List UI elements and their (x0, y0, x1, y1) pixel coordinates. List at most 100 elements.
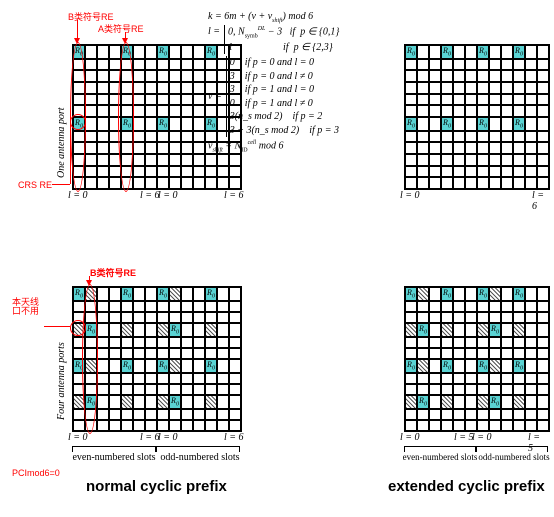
grid-cell (477, 59, 489, 71)
grid-cell (229, 348, 241, 359)
grid-cell (477, 154, 489, 166)
grid-cell (169, 287, 181, 301)
axis-l0-br: l = 0 (400, 432, 420, 443)
grid-cell (477, 94, 489, 106)
grid-one-antenna-extended: R0R0R0R0R0R0R0R0 (404, 44, 550, 190)
formula-v-row: 3 if p = 0 and l ≠ 0 (230, 70, 339, 84)
grid-cell (489, 384, 501, 395)
grid-cell (501, 177, 513, 189)
grid-cell (429, 117, 441, 131)
grid-cell (205, 373, 217, 384)
grid-cell: R0 (205, 287, 217, 301)
grid-cell (85, 142, 97, 154)
grid-cell (405, 166, 417, 178)
red-circle-notused (70, 320, 86, 336)
grid-cell (181, 359, 193, 373)
grid-cell (193, 384, 205, 395)
grid-cell (145, 94, 157, 106)
grid-cell (501, 323, 513, 337)
grid-cell (429, 131, 441, 143)
grid-cell (97, 105, 109, 117)
grid-cell (217, 348, 229, 359)
grid-cell (417, 177, 429, 189)
grid-cell (453, 105, 465, 117)
grid-cell (429, 395, 441, 409)
grid-cell (453, 301, 465, 312)
grid-cell (181, 337, 193, 348)
grid-cell (501, 45, 513, 59)
grid-cell (193, 177, 205, 189)
grid-cell (229, 373, 241, 384)
grid-cell (537, 409, 549, 420)
grid-cell (513, 94, 525, 106)
grid-cell (133, 384, 145, 395)
grid-cell (193, 154, 205, 166)
grid-cell (217, 409, 229, 420)
grid-cell (441, 395, 453, 409)
grid-cell (465, 323, 477, 337)
grid-cell (193, 287, 205, 301)
grid-cell (121, 373, 133, 384)
grid-cell (133, 409, 145, 420)
grid-cell: R0 (477, 287, 489, 301)
grid-cell (205, 420, 217, 431)
grid-cell (133, 70, 145, 82)
grid-cell (169, 94, 181, 106)
grid-cell (489, 287, 501, 301)
grid-cell (453, 166, 465, 178)
grid-cell (109, 337, 121, 348)
grid-cell (193, 70, 205, 82)
grid-cell (205, 323, 217, 337)
grid-cell (525, 142, 537, 154)
grid-cell: R0 (169, 323, 181, 337)
grid-cell (97, 287, 109, 301)
grid-cell (465, 384, 477, 395)
grid-cell (145, 409, 157, 420)
grid-cell (537, 177, 549, 189)
grid-cell (145, 45, 157, 59)
grid-cell (429, 287, 441, 301)
grid-cell (229, 312, 241, 323)
grid-cell (537, 373, 549, 384)
grid-cell (229, 420, 241, 431)
grid-cell (465, 348, 477, 359)
grid-cell: R0 (157, 117, 169, 131)
grid-cell (453, 348, 465, 359)
grid-cell (465, 70, 477, 82)
grid-cell (97, 337, 109, 348)
grid-cell (465, 409, 477, 420)
grid-cell (513, 323, 525, 337)
grid-cell (133, 154, 145, 166)
grid-cell (453, 359, 465, 373)
grid-cell (417, 82, 429, 94)
grid-cell (465, 287, 477, 301)
grid-cell (133, 45, 145, 59)
grid-cell (181, 154, 193, 166)
grid-cell (169, 142, 181, 154)
grid-cell (133, 312, 145, 323)
grid-cell (145, 166, 157, 178)
grid-cell (169, 384, 181, 395)
grid-cell (205, 337, 217, 348)
grid-cell (205, 384, 217, 395)
grid-cell (417, 301, 429, 312)
arrow-notused (44, 326, 70, 327)
grid-cell (405, 409, 417, 420)
grid-cell (489, 59, 501, 71)
grid-cell (537, 45, 549, 59)
grid-cell (169, 105, 181, 117)
grid-cell (453, 409, 465, 420)
grid-cell (229, 177, 241, 189)
grid-cell (429, 359, 441, 373)
grid-cell (537, 70, 549, 82)
grid-cell (417, 373, 429, 384)
grid-cell (229, 287, 241, 301)
grid-cell (181, 142, 193, 154)
grid-cell (145, 359, 157, 373)
grid-cell (489, 166, 501, 178)
label-four-antenna-ports: Four antenna ports (56, 342, 67, 420)
grid-cell (405, 154, 417, 166)
grid-cell (181, 94, 193, 106)
grid-cell (477, 348, 489, 359)
grid-cell (513, 131, 525, 143)
